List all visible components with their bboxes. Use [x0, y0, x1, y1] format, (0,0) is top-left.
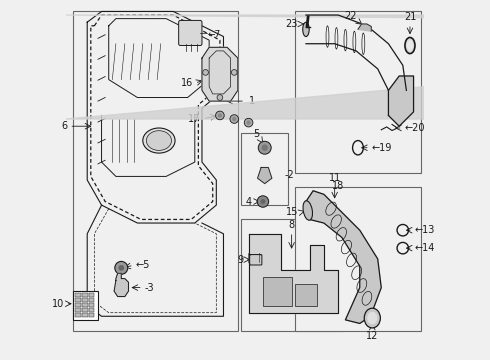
Text: 11: 11 — [328, 173, 341, 183]
Ellipse shape — [405, 37, 415, 54]
Polygon shape — [248, 234, 338, 313]
Circle shape — [245, 118, 253, 127]
Ellipse shape — [368, 312, 377, 324]
Circle shape — [257, 196, 269, 207]
Text: ←14: ←14 — [415, 243, 435, 253]
Text: ←20: ←20 — [405, 123, 425, 133]
Polygon shape — [358, 24, 371, 31]
Bar — [75, 298, 81, 302]
Ellipse shape — [143, 128, 175, 153]
Bar — [82, 308, 88, 312]
Text: ←13: ←13 — [415, 225, 435, 235]
Ellipse shape — [147, 131, 172, 150]
Circle shape — [119, 265, 124, 271]
Circle shape — [203, 69, 208, 75]
Circle shape — [218, 113, 222, 118]
Bar — [73, 12, 238, 330]
Circle shape — [258, 141, 271, 154]
Circle shape — [216, 111, 224, 120]
Bar — [242, 220, 342, 330]
Bar — [263, 277, 292, 306]
Text: 8: 8 — [289, 220, 294, 230]
Bar — [75, 308, 81, 312]
Bar — [89, 308, 95, 312]
Bar — [75, 303, 81, 307]
Bar — [75, 293, 81, 297]
Circle shape — [232, 117, 236, 121]
Bar — [89, 303, 95, 307]
FancyBboxPatch shape — [179, 21, 202, 45]
Text: 18: 18 — [332, 181, 344, 191]
Bar — [73, 291, 98, 320]
Polygon shape — [66, 19, 490, 119]
Circle shape — [246, 121, 251, 125]
Text: 10: 10 — [51, 299, 64, 309]
Circle shape — [262, 144, 268, 151]
Text: -3: -3 — [145, 283, 154, 293]
Bar — [75, 313, 81, 317]
Ellipse shape — [407, 40, 413, 51]
Text: 21: 21 — [404, 12, 416, 22]
Polygon shape — [66, 15, 490, 116]
Text: 15: 15 — [286, 207, 298, 217]
Circle shape — [217, 95, 223, 100]
Text: 17: 17 — [188, 114, 200, 124]
Polygon shape — [306, 191, 381, 323]
Text: 12: 12 — [366, 330, 378, 341]
Circle shape — [231, 69, 237, 75]
Text: 22: 22 — [344, 11, 357, 21]
Text: 4: 4 — [245, 197, 251, 207]
Bar — [242, 134, 288, 205]
Ellipse shape — [303, 201, 313, 220]
Text: 16: 16 — [181, 78, 193, 88]
Bar — [295, 284, 317, 306]
Circle shape — [115, 261, 128, 274]
Bar — [295, 187, 421, 330]
Text: ←5: ←5 — [136, 260, 150, 270]
Circle shape — [260, 199, 266, 204]
Bar — [89, 293, 95, 297]
Bar — [82, 303, 88, 307]
Polygon shape — [202, 47, 238, 101]
Bar — [82, 298, 88, 302]
Text: -2: -2 — [285, 170, 294, 180]
Polygon shape — [258, 167, 272, 184]
Text: ←19: ←19 — [371, 143, 392, 153]
Circle shape — [230, 115, 239, 123]
Polygon shape — [114, 273, 128, 297]
Bar — [82, 313, 88, 317]
Bar — [89, 313, 95, 317]
Text: 23: 23 — [286, 19, 298, 29]
Polygon shape — [389, 76, 414, 126]
Text: 6: 6 — [61, 121, 68, 131]
Ellipse shape — [364, 308, 380, 328]
Ellipse shape — [303, 22, 309, 37]
Bar — [82, 293, 88, 297]
FancyBboxPatch shape — [250, 255, 262, 265]
Text: 1: 1 — [248, 96, 255, 106]
Text: 9: 9 — [237, 255, 243, 265]
Text: 5: 5 — [253, 129, 259, 139]
Text: ←7: ←7 — [207, 30, 220, 39]
Bar — [295, 12, 421, 173]
Bar — [89, 298, 95, 302]
